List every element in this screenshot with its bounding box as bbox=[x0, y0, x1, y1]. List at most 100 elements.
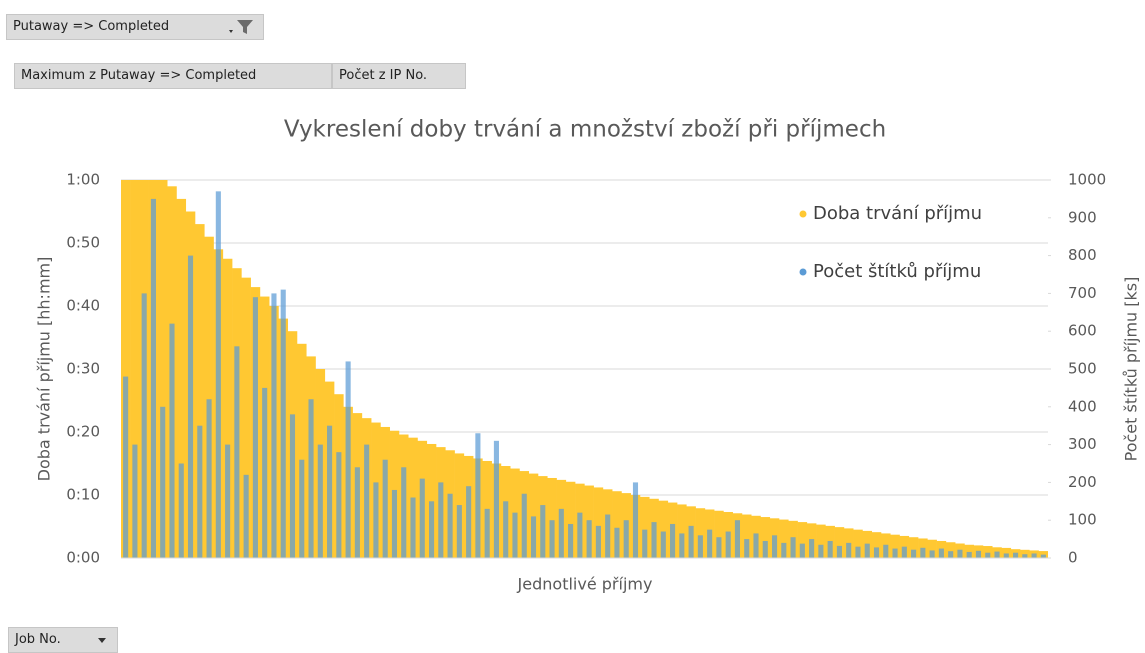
y2-tick-label: 100 bbox=[1068, 511, 1097, 529]
bar bbox=[150, 198, 156, 558]
bar bbox=[484, 508, 490, 558]
bar bbox=[428, 501, 435, 558]
y-axis-title: Doba trvání příjmu [hh:mm] bbox=[35, 257, 54, 482]
bar bbox=[605, 514, 611, 558]
row-button[interactable]: Job No. bbox=[8, 627, 118, 653]
bar bbox=[345, 361, 351, 558]
bar bbox=[871, 532, 882, 558]
bar bbox=[938, 548, 944, 558]
bar bbox=[130, 180, 140, 558]
bar bbox=[964, 544, 974, 558]
bar bbox=[1022, 554, 1028, 558]
bar bbox=[846, 542, 852, 558]
y-tick-label: 0:20 bbox=[66, 423, 100, 441]
bar bbox=[187, 255, 194, 558]
bar bbox=[197, 425, 203, 558]
bar bbox=[438, 482, 444, 558]
bar bbox=[234, 346, 240, 558]
bar bbox=[176, 198, 187, 558]
bar bbox=[1031, 553, 1037, 558]
filter-button[interactable]: Putaway => Completed bbox=[6, 14, 264, 40]
bar bbox=[577, 512, 583, 558]
y2-tick-label: 300 bbox=[1068, 435, 1097, 453]
bar bbox=[818, 544, 824, 558]
bar bbox=[289, 414, 296, 558]
value-button[interactable]: Počet z IP No. bbox=[332, 63, 466, 89]
bar bbox=[677, 504, 687, 558]
bar bbox=[799, 543, 805, 558]
bar bbox=[753, 533, 759, 558]
bar bbox=[169, 323, 175, 558]
bar bbox=[614, 527, 620, 558]
bar bbox=[670, 523, 676, 558]
bar bbox=[419, 478, 425, 558]
y2-tick-label: 900 bbox=[1068, 208, 1097, 226]
bar bbox=[456, 505, 462, 558]
bar bbox=[994, 551, 1000, 558]
bar bbox=[864, 543, 870, 558]
bar bbox=[391, 489, 398, 558]
bar bbox=[243, 474, 249, 558]
bar bbox=[327, 425, 333, 558]
bar bbox=[401, 467, 407, 558]
legend-label: Doba trvání příjmu bbox=[813, 203, 982, 224]
bar bbox=[160, 406, 166, 558]
y2-tick-label: 200 bbox=[1068, 473, 1097, 491]
bar bbox=[364, 444, 370, 558]
row-label: Job No. bbox=[15, 632, 61, 647]
legend-marker bbox=[799, 210, 807, 218]
bar bbox=[855, 546, 861, 558]
bar bbox=[957, 549, 963, 558]
bar bbox=[222, 258, 233, 558]
bar bbox=[779, 519, 789, 558]
bar bbox=[892, 548, 898, 558]
y-tick-label: 0:00 bbox=[66, 549, 100, 567]
bar bbox=[204, 236, 214, 558]
y-tick-label: 0:30 bbox=[66, 360, 100, 378]
y-tick-label: 0:10 bbox=[66, 486, 100, 504]
bar bbox=[716, 537, 722, 558]
bar bbox=[697, 535, 703, 558]
bar bbox=[586, 520, 592, 558]
bar bbox=[410, 497, 416, 558]
bar bbox=[1003, 553, 1009, 558]
bar bbox=[178, 463, 184, 558]
bar bbox=[639, 496, 650, 558]
bar bbox=[901, 546, 907, 558]
bar bbox=[781, 542, 787, 558]
bar bbox=[466, 486, 472, 558]
y2-tick-label: 1000 bbox=[1068, 171, 1106, 189]
bar bbox=[651, 522, 657, 558]
y2-tick-label: 800 bbox=[1068, 246, 1097, 264]
bar bbox=[271, 293, 277, 558]
x-axis-title: Jednotlivé příjmy bbox=[517, 575, 653, 594]
bar bbox=[920, 547, 926, 558]
bar bbox=[771, 535, 778, 558]
bar bbox=[725, 531, 731, 558]
bar bbox=[593, 487, 604, 558]
bar bbox=[834, 527, 845, 558]
bar bbox=[982, 546, 993, 558]
bar bbox=[762, 540, 768, 558]
bar bbox=[215, 191, 221, 558]
bar bbox=[927, 539, 937, 558]
bar bbox=[744, 539, 750, 558]
bar bbox=[929, 550, 935, 558]
bar bbox=[296, 343, 307, 558]
bar bbox=[809, 539, 815, 558]
bar bbox=[911, 549, 917, 558]
y2-tick-label: 700 bbox=[1068, 284, 1097, 302]
bar bbox=[873, 547, 880, 558]
bar bbox=[317, 444, 323, 558]
value-button[interactable]: Maximum z Putaway => Completed bbox=[14, 63, 332, 89]
bar bbox=[945, 542, 956, 558]
bar bbox=[1013, 552, 1019, 558]
bar bbox=[547, 477, 557, 558]
bar bbox=[1001, 547, 1012, 558]
bar bbox=[1040, 554, 1046, 558]
bar bbox=[734, 520, 741, 558]
filter-label: Putaway => Completed bbox=[13, 19, 170, 34]
bar bbox=[908, 537, 919, 558]
chart-title: Vykreslení doby trvání a množství zboží … bbox=[284, 117, 886, 143]
